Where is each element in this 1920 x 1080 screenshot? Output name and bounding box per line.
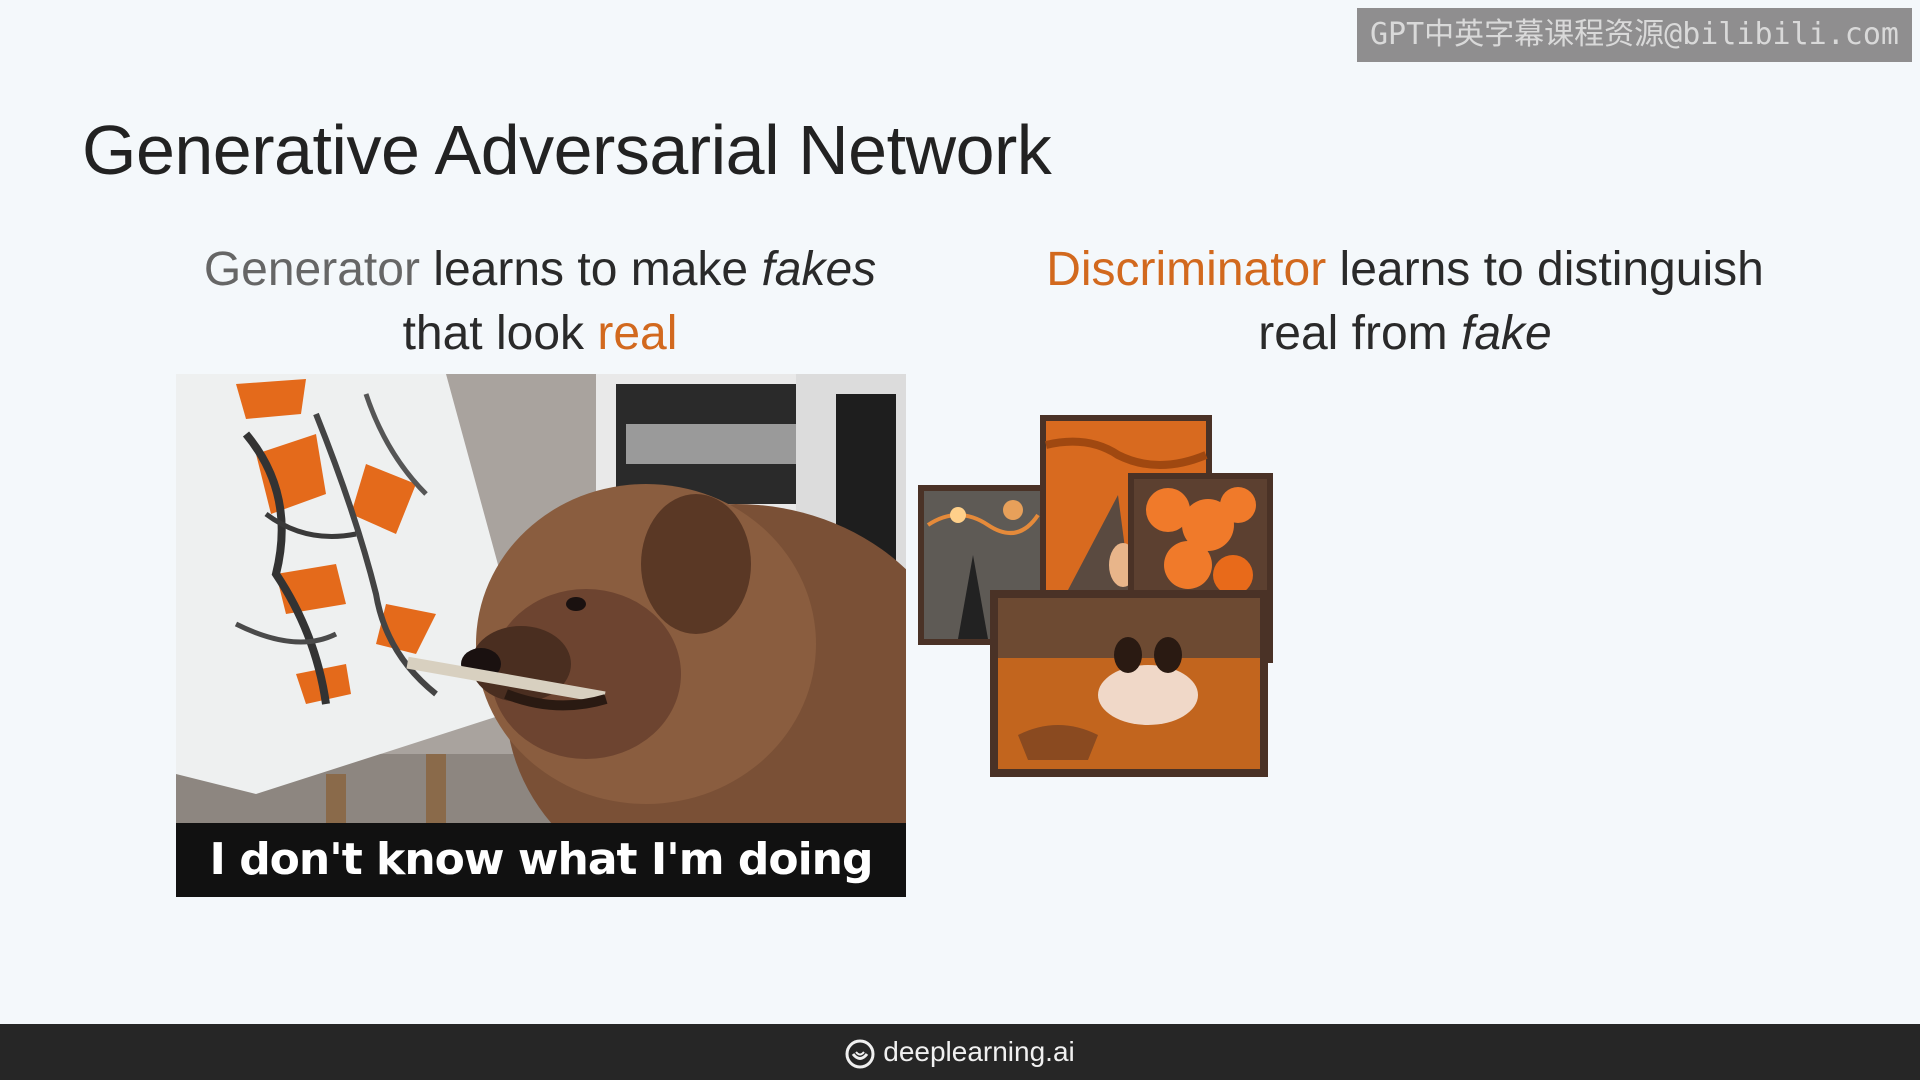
slide-title: Generative Adversarial Network: [82, 111, 1052, 189]
dog-painting-illustration: [176, 374, 906, 897]
discriminator-caption: Discriminator learns to distinguish real…: [960, 238, 1850, 366]
footer-bar: deeplearning.ai: [0, 1024, 1920, 1080]
real-paintings-collage: [918, 415, 1273, 777]
watermark-banner: GPT中英字幕课程资源@bilibili.com: [1357, 8, 1912, 62]
discriminator-real: real: [1258, 307, 1339, 360]
footer-brand: deeplearning.ai: [883, 1036, 1075, 1067]
deeplearning-swirl-icon: [845, 1039, 875, 1069]
generator-text-1: learns to make: [419, 243, 762, 296]
generator-fakes: fakes: [761, 243, 877, 296]
discriminator-fake: fake: [1460, 307, 1552, 360]
generator-caption: Generator learns to make fakes that look…: [130, 238, 950, 366]
discriminator-text-1: learns to distinguish: [1326, 243, 1764, 296]
generator-term: Generator: [203, 243, 420, 296]
discriminator-text-2: from: [1338, 307, 1461, 360]
discriminator-term: Discriminator: [1046, 243, 1327, 296]
dog-painting-meme-image: I don't know what I'm doing: [176, 374, 906, 897]
painting-gauguin: [990, 590, 1268, 777]
generator-real: real: [597, 307, 678, 360]
painting-starry-night: [918, 485, 1048, 645]
meme-caption: I don't know what I'm doing: [176, 823, 906, 897]
generator-line-2: that look: [402, 307, 598, 360]
